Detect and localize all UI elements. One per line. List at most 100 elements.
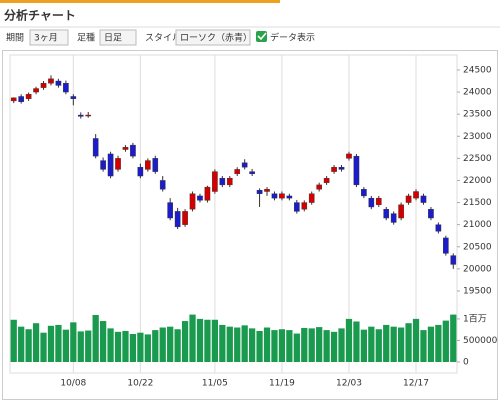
volume-bar [152, 330, 159, 362]
y-tick-label: 19500 [463, 286, 492, 296]
candle-body [428, 208, 434, 219]
volume-bar [234, 327, 241, 362]
y-tick-label: 20000 [463, 264, 492, 274]
candle-body [256, 189, 263, 194]
volume-bar [107, 328, 114, 362]
candle-body [100, 160, 106, 170]
data-checkbox[interactable] [256, 31, 267, 42]
volume-bar [174, 329, 181, 362]
candle-body [55, 80, 62, 86]
candle-body [189, 193, 196, 210]
volume-bar [92, 315, 99, 362]
volume-bar [62, 329, 70, 362]
candle-body [234, 169, 241, 175]
candle-body [375, 197, 382, 205]
candle-body [420, 195, 427, 203]
volume-bar [196, 318, 204, 362]
period-select[interactable] [29, 29, 69, 46]
style-label: スタイル [145, 33, 181, 44]
volume-bar [248, 328, 256, 362]
candle-body [10, 97, 17, 102]
volume-bar [405, 323, 412, 362]
volume-bar [241, 325, 248, 362]
candle-body [271, 193, 278, 199]
candle-body [308, 193, 315, 203]
volume-bar [18, 326, 25, 362]
candle-body [25, 94, 32, 99]
volume-bar [114, 331, 122, 362]
volume-bar [420, 330, 427, 362]
volume-bar [397, 327, 405, 362]
volume-bar [435, 324, 442, 362]
y-tick-label: 20500 [463, 242, 492, 252]
candle-body [241, 162, 248, 168]
candle-body [137, 166, 144, 177]
y-tick-label: 23500 [463, 110, 492, 120]
y2-tick-label: 0 [463, 358, 469, 368]
volume-bar [137, 332, 144, 362]
candle-body [92, 138, 99, 157]
volume-bar [345, 318, 353, 362]
candle-body [182, 211, 188, 225]
style-value: ローソク（赤青） [180, 32, 252, 44]
y-tick-label: 22500 [463, 154, 492, 164]
candle-body [77, 114, 84, 117]
volume-bar [301, 327, 308, 362]
y-tick-label: 24000 [463, 88, 492, 98]
volume-bar [316, 327, 323, 362]
volume-bar [85, 330, 92, 362]
volume-bar [263, 327, 271, 362]
y2-tick-label: 500000 [463, 336, 498, 346]
candle-body [405, 195, 412, 203]
candle-body [443, 237, 449, 254]
y-tick-label: 24500 [463, 65, 492, 75]
volume-bar [226, 326, 233, 362]
check-mark [257, 32, 267, 41]
volume-bar [167, 326, 174, 362]
volume-bar [293, 333, 300, 362]
candle-body [145, 160, 151, 170]
candle-body [353, 155, 360, 186]
candle-body [286, 195, 293, 199]
volume-bar [129, 333, 137, 362]
volume-bar [47, 325, 55, 362]
volume-bar [360, 329, 368, 362]
style-select[interactable] [175, 29, 251, 46]
candle-body [316, 184, 322, 190]
y2-tick-label: 1百万 [463, 313, 487, 324]
candle-body [159, 180, 166, 190]
volume-bar [181, 321, 189, 362]
candle-body [279, 193, 285, 199]
volume-bar [353, 321, 360, 362]
candle-body [115, 158, 121, 170]
volume-bar [10, 319, 17, 362]
volume-bar [442, 320, 449, 362]
candle-body [226, 178, 233, 186]
volume-bar [368, 326, 375, 362]
candle-body [338, 166, 345, 170]
candle-body [33, 88, 39, 93]
candle-body [383, 208, 390, 219]
candle-body [63, 83, 69, 93]
volume-bar [32, 323, 40, 362]
volume-bar [375, 329, 382, 362]
volume-bar [40, 332, 47, 362]
candle-body [264, 189, 270, 192]
volume-bar [70, 322, 77, 362]
candle-body [122, 147, 129, 150]
candle-body [390, 213, 397, 223]
x-tick-label: 12/17 [403, 379, 429, 389]
candle-body [413, 191, 419, 199]
data-label: データ表示 [270, 32, 315, 44]
volume-bar [55, 324, 62, 362]
candle-body [40, 83, 47, 88]
period-value: 3ヶ月 [34, 33, 58, 44]
bar-select[interactable] [99, 29, 137, 46]
candle-body [204, 186, 211, 201]
volume-bar [286, 330, 293, 362]
candle-body [130, 144, 136, 157]
x-tick-label: 11/19 [269, 379, 295, 389]
volume-bar [219, 324, 226, 362]
volume-bar [25, 329, 32, 362]
